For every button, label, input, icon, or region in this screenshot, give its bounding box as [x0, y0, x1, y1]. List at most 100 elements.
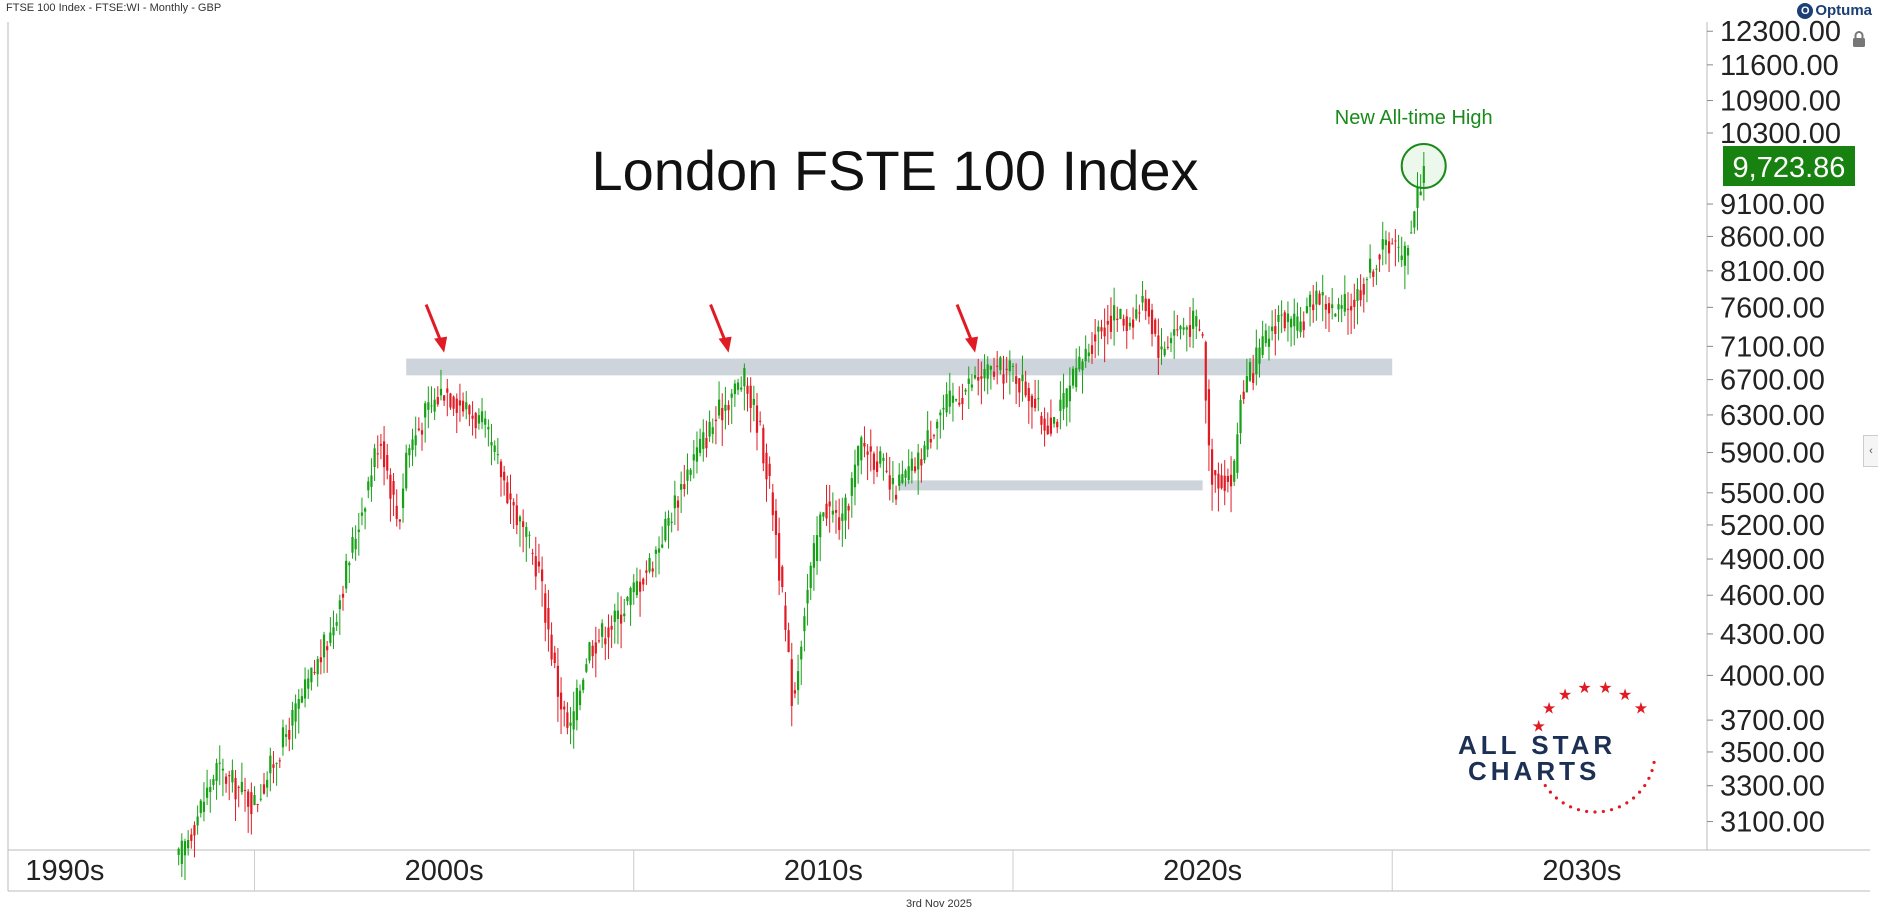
candle-down [506, 482, 509, 504]
candle-down [250, 792, 253, 815]
resistance-band [406, 358, 1393, 376]
candle-down [1207, 389, 1211, 446]
candle-down [234, 778, 237, 800]
candle-down [727, 405, 730, 411]
candle-up [1233, 460, 1236, 482]
candle-up [1334, 313, 1337, 317]
candle-up [281, 727, 285, 748]
candle-up [796, 671, 800, 691]
candle-down [885, 470, 888, 472]
candle-up [1160, 346, 1163, 350]
candle-down [961, 398, 964, 404]
y-tick-label: 3500.00 [1720, 737, 1825, 769]
candle-down [1283, 312, 1286, 329]
brand-logo: O Optuma [1797, 2, 1872, 19]
ath-label: New All-time High [1335, 107, 1493, 129]
candle-up [354, 538, 357, 550]
candle-down [1027, 388, 1030, 402]
candle-up [812, 543, 815, 568]
candle-up [1185, 327, 1188, 330]
candle-down [683, 484, 686, 490]
arrows-layer [424, 304, 979, 353]
red-arrow-head [434, 336, 448, 353]
candle-down [228, 775, 231, 777]
candle-up [202, 801, 206, 812]
candle-down [869, 446, 872, 452]
lock-icon[interactable] [1850, 30, 1868, 48]
candle-up [689, 469, 692, 475]
candle-up [480, 411, 484, 423]
logo-star: ★ [1618, 685, 1632, 704]
candle-down [642, 578, 645, 585]
candle-up [632, 582, 635, 593]
candle-up [1419, 191, 1422, 196]
candle-up [831, 510, 834, 515]
logo-star: ★ [1598, 678, 1612, 697]
candle-up [670, 521, 673, 523]
y-tick-label: 12300.00 [1720, 16, 1841, 48]
candle-down [759, 420, 762, 422]
y-tick-label: 6300.00 [1720, 400, 1825, 432]
logo-dot [1650, 768, 1654, 773]
y-axis: 12300.0011600.0010900.0010300.009100.008… [1707, 16, 1841, 839]
candle-up [822, 512, 825, 517]
candle-down [610, 625, 613, 630]
candle-up [1071, 368, 1075, 386]
candle-up [401, 488, 405, 508]
candle-down [531, 552, 534, 554]
candle-up [1308, 294, 1312, 307]
candle-down [1252, 373, 1255, 383]
candle-up [316, 659, 319, 675]
logo-dot [1585, 809, 1589, 814]
candle-up [433, 399, 436, 412]
y-tick-label: 4300.00 [1720, 619, 1825, 651]
logo-dot [1593, 810, 1597, 814]
candle-up [218, 762, 221, 764]
candle-down [1166, 346, 1169, 348]
candle-up [1410, 232, 1413, 234]
candle-down [1324, 303, 1327, 310]
candle-up [183, 841, 187, 856]
collapse-panel-tab[interactable]: ‹ [1863, 435, 1878, 467]
candle-down [620, 614, 623, 624]
candle-up [601, 623, 604, 637]
candle-up [1081, 361, 1084, 371]
candle-down [1103, 327, 1106, 337]
red-arrow-head [718, 336, 732, 353]
logo-dot [1609, 808, 1614, 812]
candle-up [269, 755, 272, 774]
annotation-layer: New All-time High 9,723.86 [1335, 107, 1855, 190]
candle-up [1258, 347, 1261, 364]
candle-down [1372, 271, 1375, 277]
candle-up [951, 395, 955, 403]
candle-down [913, 466, 917, 472]
candle-down [1015, 376, 1018, 384]
candle-down [319, 657, 322, 663]
candle-up [936, 421, 939, 429]
candle-up [572, 711, 575, 730]
candle-up [882, 457, 885, 461]
candle-down [1226, 475, 1229, 482]
candle-up [844, 497, 847, 521]
candle-down [1116, 318, 1119, 320]
candle-up [1084, 348, 1087, 362]
candle-up [528, 534, 531, 536]
candle-up [736, 382, 740, 390]
candle-up [1119, 308, 1122, 319]
all-star-charts-logo: ALL STAR CHARTS ★★★ ★ ★ ★★ [1458, 678, 1656, 814]
candle-up [370, 475, 373, 487]
candle-down [765, 452, 768, 480]
candle-up [1384, 239, 1388, 246]
candle-down [326, 646, 329, 651]
y-tick-label: 8600.00 [1720, 221, 1825, 253]
candle-up [1179, 326, 1182, 330]
candle-down [1002, 374, 1005, 384]
chart-footer-date: 3rd Nov 2025 [905, 898, 973, 910]
candle-down [256, 804, 259, 806]
candle-up [1343, 294, 1346, 312]
candle-up [1271, 326, 1274, 332]
logo-dot [1554, 796, 1559, 800]
candle-up [569, 722, 572, 726]
logo-star: ★ [1542, 698, 1556, 717]
